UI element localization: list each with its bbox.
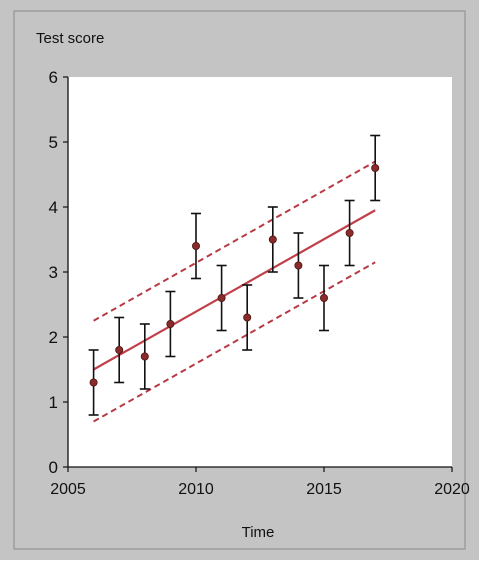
data-point — [345, 228, 354, 237]
plot-area — [68, 77, 452, 467]
data-point — [89, 378, 98, 387]
data-series — [88, 134, 381, 423]
lower-interval-line — [93, 261, 376, 423]
y-tick-label: 6 — [49, 68, 58, 87]
panel-border — [13, 10, 466, 550]
axis-ticks: 0 1 2 3 4 5 6 2005 2010 2015 2020 — [49, 68, 470, 498]
data-point — [243, 313, 252, 322]
y-axis-label: Test score — [36, 30, 104, 47]
x-axis-label: Time — [242, 524, 275, 541]
data-point — [217, 293, 226, 302]
data-point — [191, 241, 200, 250]
regression-line — [93, 209, 376, 371]
x-tick-label: 2005 — [50, 481, 86, 498]
y-tick-label: 1 — [49, 393, 58, 412]
upper-interval-line — [93, 160, 376, 322]
data-point — [268, 235, 277, 244]
y-tick-label: 4 — [49, 198, 58, 217]
x-tick-label: 2010 — [178, 481, 214, 498]
data-point — [319, 293, 328, 302]
y-tick-label: 0 — [49, 458, 58, 477]
data-point — [115, 345, 124, 354]
data-point — [294, 261, 303, 270]
data-point — [166, 319, 175, 328]
y-tick-label: 5 — [49, 133, 58, 152]
x-tick-label: 2020 — [434, 481, 470, 498]
data-point — [371, 163, 380, 172]
y-tick-label: 3 — [49, 263, 58, 282]
y-tick-label: 2 — [49, 328, 58, 347]
x-tick-label: 2015 — [306, 481, 342, 498]
data-point — [140, 352, 149, 361]
